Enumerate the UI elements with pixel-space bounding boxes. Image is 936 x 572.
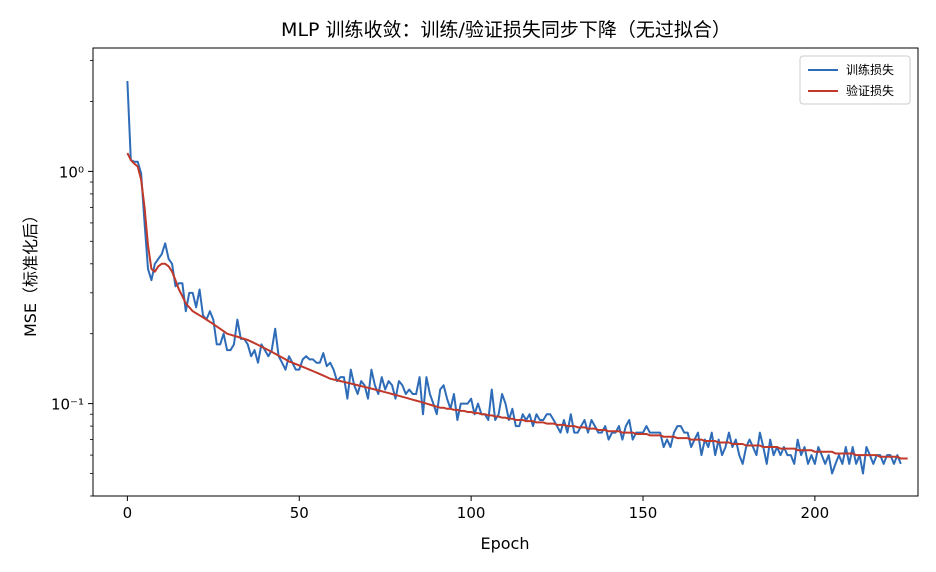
legend-label: 训练损失 [846,62,894,77]
val-loss-line [126,152,908,460]
x-axis-label: Epoch [481,534,530,553]
chart-title: MLP 训练收敛：训练/验证损失同步下降（无过拟合） [281,19,731,41]
x-tick-label: 0 [123,504,133,522]
y-axis: 10⁻¹ 10⁰ [51,60,93,497]
y-tick-label: 10⁰ [59,163,84,181]
x-tick-label: 100 [457,504,486,522]
y-tick-label: 10⁻¹ [51,396,84,414]
plot-frame [92,47,919,497]
plot-area [126,80,908,475]
x-tick-label: 200 [801,504,830,522]
x-tick-label: 50 [290,504,309,522]
x-tick-label: 150 [629,504,658,522]
legend-label: 验证损失 [846,83,894,98]
x-axis: 0 50 100 150 200 [123,496,830,522]
y-axis-label: MSE（标准化后） [21,207,40,337]
